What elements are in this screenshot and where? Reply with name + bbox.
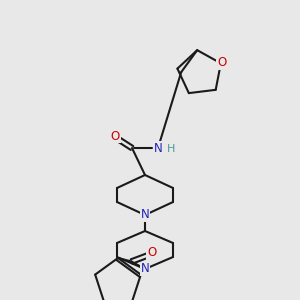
Text: N: N <box>141 262 149 275</box>
Text: O: O <box>147 246 156 259</box>
Text: H: H <box>167 144 175 154</box>
Text: O: O <box>110 130 120 142</box>
Text: N: N <box>141 208 149 221</box>
Text: N: N <box>154 142 162 154</box>
Text: O: O <box>217 56 226 69</box>
